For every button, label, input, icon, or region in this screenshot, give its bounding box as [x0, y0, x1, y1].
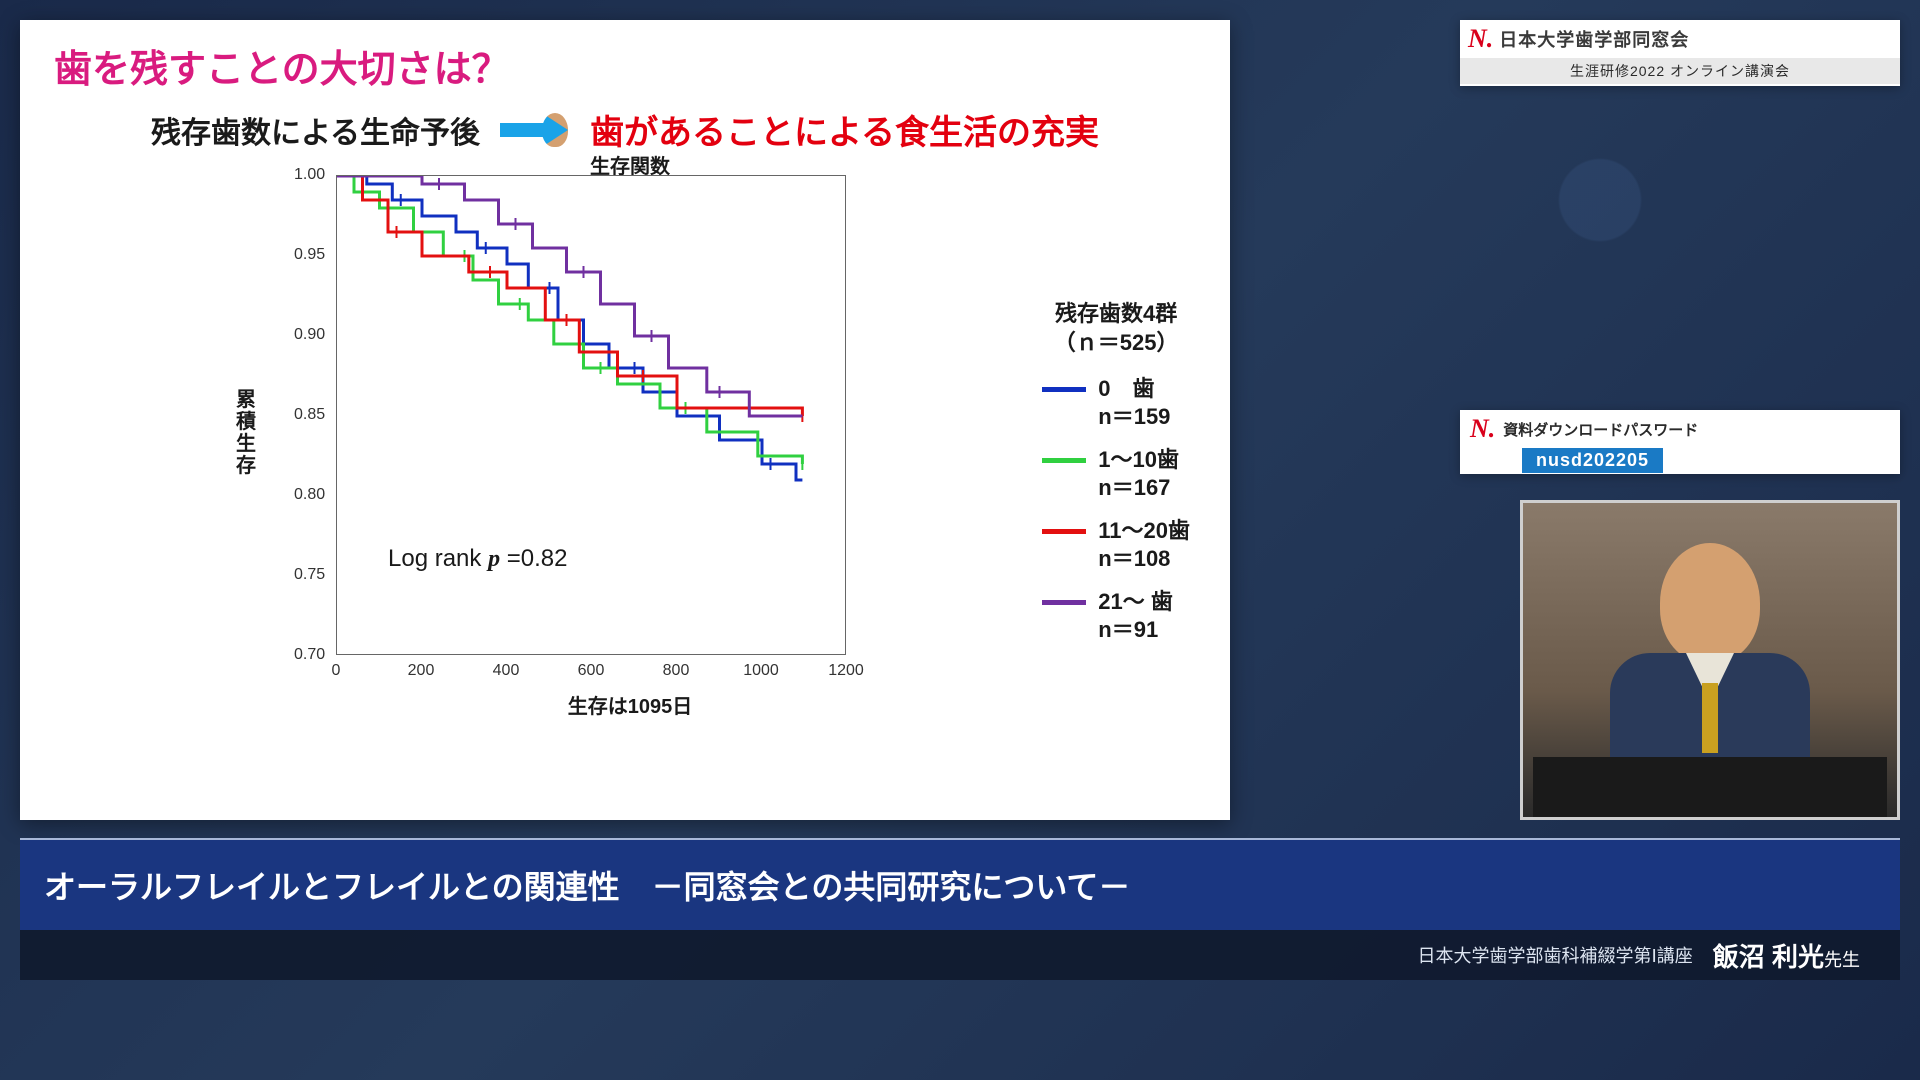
subtitle-left: 残存歯数による生命予後 [151, 108, 480, 152]
survival-chart: 生存関数 累積生存 Log rank p =0.82 生存は1095日 0.70… [250, 150, 1010, 715]
legend-label: 1～10歯n＝167 [1098, 446, 1179, 501]
x-tick-label: 600 [578, 662, 605, 680]
survival-curves [337, 176, 847, 656]
y-tick-label: 0.75 [294, 566, 325, 584]
org-name: 日本大学歯学部同窓会 [1499, 26, 1689, 52]
plot-area [336, 175, 846, 655]
event-name: 生涯研修2022 オンライン講演会 [1460, 58, 1900, 84]
download-label: 資料ダウンロードパスワード [1503, 419, 1698, 440]
curve-21plus [337, 176, 802, 416]
presentation-slide: 歯を残すことの大切さは？ 残存歯数による生命予後 歯があることによる食生活の充実… [20, 20, 1230, 820]
legend-item: 1～10歯n＝167 [1042, 446, 1190, 501]
x-axis-label: 生存は1095日 [250, 690, 1010, 719]
legend-swatch [1042, 600, 1086, 605]
legend-label: 11～20歯n＝108 [1098, 517, 1190, 572]
slide-title: 歯を残すことの大切さは？ [20, 20, 1230, 93]
legend-swatch [1042, 387, 1086, 392]
subtitle-right: 歯があることによる食生活の充実 [590, 105, 1099, 154]
legend-swatch [1042, 458, 1086, 463]
log-rank-text: Log rank p =0.82 [388, 545, 567, 573]
lecture-title: オーラルフレイルとフレイルとの関連性 －同窓会との共同研究について－ [44, 862, 1130, 908]
x-tick-label: 200 [408, 662, 435, 680]
x-tick-label: 400 [493, 662, 520, 680]
lecture-title-bar: オーラルフレイルとフレイルとの関連性 －同窓会との共同研究について－ [20, 838, 1900, 930]
slide-subtitle-row: 残存歯数による生命予後 歯があることによる食生活の充実 [20, 105, 1230, 154]
y-tick-label: 0.95 [294, 246, 325, 264]
x-tick-label: 1200 [828, 662, 864, 680]
y-tick-label: 0.70 [294, 646, 325, 664]
chart-legend: 残存歯数4群 （ｎ＝525） 0 歯n＝159 1～10歯n＝167 11～20… [1042, 300, 1190, 659]
x-tick-label: 0 [332, 662, 341, 680]
presenter-name: 飯沼 利光先生 [1713, 937, 1860, 974]
curve-11-20teeth [337, 176, 802, 416]
y-tick-label: 0.80 [294, 486, 325, 504]
presenter-affiliation: 日本大学歯学部歯科補綴学第Ⅰ講座 [1417, 942, 1692, 968]
x-tick-label: 800 [663, 662, 690, 680]
legend-header: 残存歯数4群 （ｎ＝525） [1042, 300, 1190, 357]
y-axis-label: 累積生存 [236, 389, 258, 477]
logo-icon: N. [1468, 24, 1493, 54]
y-tick-label: 0.85 [294, 406, 325, 424]
logo-icon: N. [1470, 414, 1495, 444]
legend-item: 0 歯n＝159 [1042, 375, 1190, 430]
org-banner: N. 日本大学歯学部同窓会 生涯研修2022 オンライン講演会 [1460, 20, 1900, 86]
y-tick-label: 0.90 [294, 326, 325, 344]
legend-label: 0 歯n＝159 [1098, 375, 1170, 430]
arrow-icon [500, 115, 570, 145]
download-card: N. 資料ダウンロードパスワード nusd202205 [1460, 410, 1900, 474]
presenter-video [1520, 500, 1900, 820]
legend-swatch [1042, 529, 1086, 534]
legend-item: 11～20歯n＝108 [1042, 517, 1190, 572]
download-code: nusd202205 [1522, 448, 1663, 473]
legend-item: 21～ 歯n＝91 [1042, 588, 1190, 643]
presenter-info-bar: 日本大学歯学部歯科補綴学第Ⅰ講座 飯沼 利光先生 [20, 930, 1900, 980]
x-tick-label: 1000 [743, 662, 779, 680]
y-tick-label: 1.00 [294, 166, 325, 184]
curve-0teeth [337, 176, 802, 480]
legend-label: 21～ 歯n＝91 [1098, 588, 1173, 643]
